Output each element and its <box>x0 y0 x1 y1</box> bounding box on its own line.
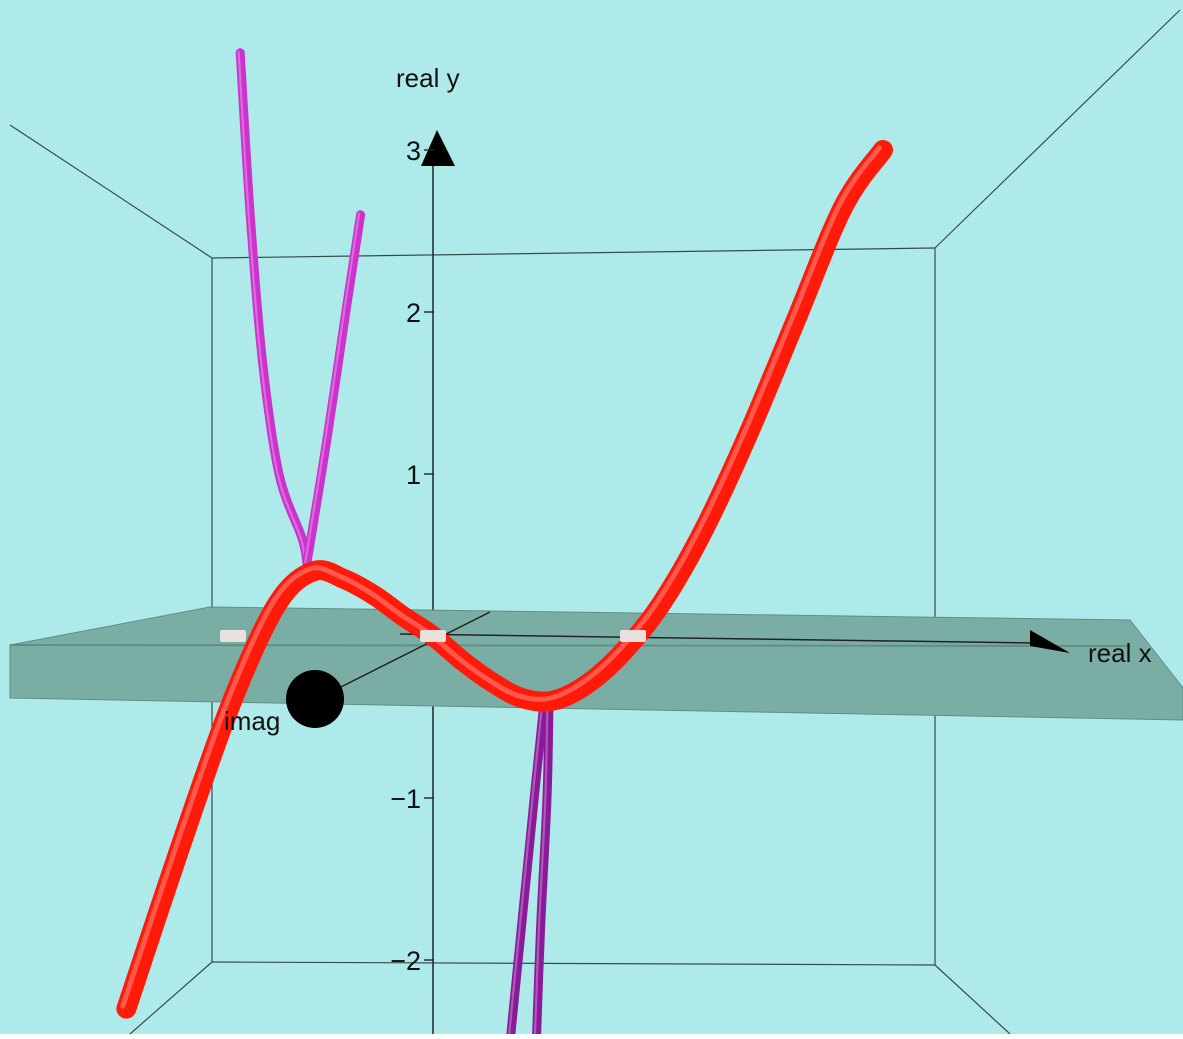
root-marker <box>420 630 446 642</box>
complex-branch-line-highlight <box>507 698 544 1039</box>
real-curve <box>116 140 893 1019</box>
real-curve-line-highlight <box>120 145 882 1009</box>
imag-axis <box>314 611 491 701</box>
box-edge <box>211 961 936 966</box>
x-axis-arrow <box>1030 630 1070 653</box>
box-edge <box>9 124 213 259</box>
y-tick-labels: 3 2 1 −1 −2 <box>390 136 434 976</box>
box-edge <box>129 961 213 1035</box>
complex-branch-line-highlight <box>533 698 549 1039</box>
complex-branch-line <box>235 48 312 568</box>
imag-axis-marker <box>286 670 344 728</box>
complex-branch-line <box>505 696 549 1039</box>
x-axis <box>399 633 1036 644</box>
x-axis-title: real x <box>1088 638 1152 668</box>
root-markers <box>220 630 646 642</box>
complex-branch-line <box>531 696 554 1039</box>
root-marker <box>620 630 646 642</box>
y-axis-title: real y <box>396 63 460 93</box>
y-axis-arrow <box>421 130 455 166</box>
complex-branch-line-highlight <box>237 50 307 564</box>
y-tick-label: 1 <box>406 460 421 490</box>
plane-front-edge <box>9 644 1131 647</box>
root-marker <box>220 630 246 642</box>
y-tick-label: 3 <box>406 136 421 166</box>
real-curve-line <box>116 140 893 1019</box>
complex-branch-line <box>302 210 366 568</box>
complex-branch-line-highlight <box>304 212 361 564</box>
box-edge <box>934 964 1011 1035</box>
y-tick-label: 2 <box>406 298 421 328</box>
imag-axis-title: imag <box>224 706 280 736</box>
box-edge <box>934 9 1181 249</box>
y-tick-label: −2 <box>390 946 421 976</box>
y-tick-label: −1 <box>390 784 421 814</box>
complex-branches <box>235 48 554 1039</box>
